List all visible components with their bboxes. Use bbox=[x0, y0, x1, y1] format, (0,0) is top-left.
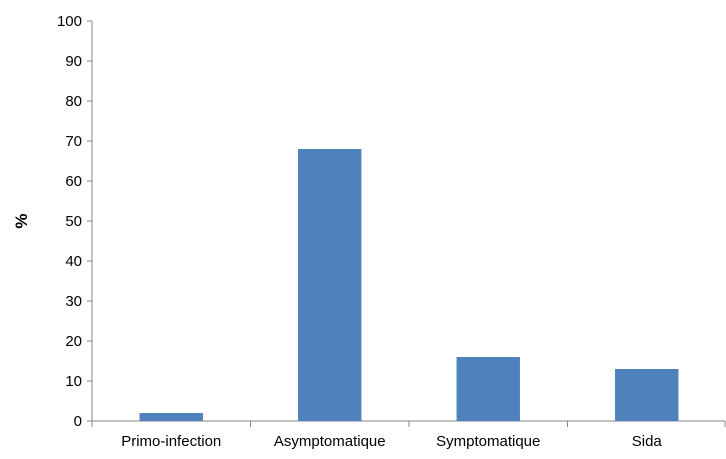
x-category-label: Asymptomatique bbox=[274, 433, 386, 450]
x-axis: Primo-infection Asymptomatique Symptomatiq… bbox=[91, 420, 726, 450]
y-tick-label: 20 bbox=[65, 333, 82, 350]
bar-asymptomatique bbox=[298, 149, 362, 421]
x-category-label: Primo-infection bbox=[121, 433, 221, 450]
y-tick-label: 40 bbox=[65, 253, 82, 270]
x-category-label: Symptomatique bbox=[436, 433, 540, 450]
y-tick-label: 80 bbox=[65, 93, 82, 110]
y-tick-label: 30 bbox=[65, 293, 82, 310]
y-axis: 0 10 20 30 40 50 60 70 80 90 100 bbox=[57, 13, 93, 430]
x-category-label: Sida bbox=[632, 433, 663, 450]
y-tick-label: 90 bbox=[65, 53, 82, 70]
y-tick-label: 50 bbox=[65, 213, 82, 230]
bar-primo-infection bbox=[139, 413, 203, 421]
y-tick-label: 0 bbox=[74, 413, 82, 430]
y-axis-title: % bbox=[12, 213, 31, 228]
bar-symptomatique bbox=[456, 357, 520, 421]
bar-sida bbox=[615, 369, 679, 421]
y-tick-label: 60 bbox=[65, 173, 82, 190]
y-tick-label: 100 bbox=[57, 13, 82, 30]
bars bbox=[139, 149, 679, 421]
y-tick-label: 10 bbox=[65, 373, 82, 390]
y-tick-label: 70 bbox=[65, 133, 82, 150]
